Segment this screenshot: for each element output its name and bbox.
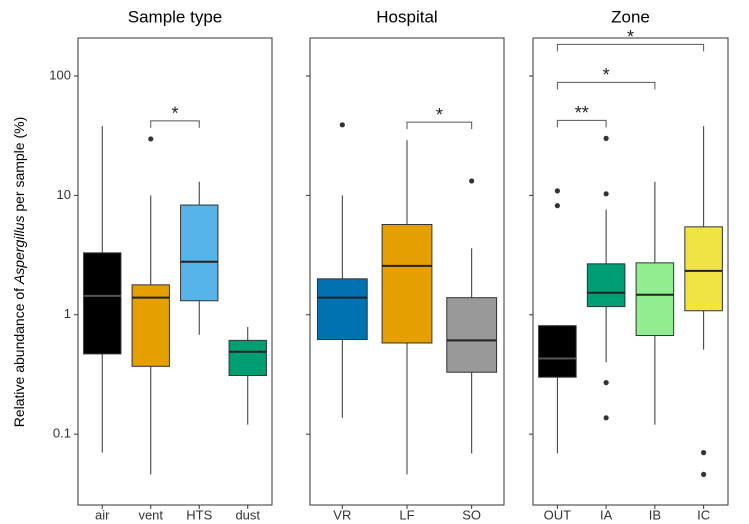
significance-label: *	[603, 65, 610, 85]
significance-bracket	[150, 120, 200, 128]
significance-bracket	[556, 119, 607, 128]
panel-frame	[77, 37, 273, 506]
x-tick-label: VR	[333, 507, 351, 522]
outlier	[148, 136, 154, 142]
box-body	[586, 263, 626, 308]
box-body	[180, 204, 219, 302]
y-tick-label: 100	[49, 67, 71, 82]
y-axis-label: Relative abundance of Aspergillus per sa…	[11, 117, 27, 428]
x-tick-label: vent	[138, 507, 163, 522]
significance-label: **	[575, 103, 589, 123]
box-body	[635, 262, 675, 337]
x-tick-label: IC	[697, 507, 710, 522]
box-body	[228, 339, 267, 376]
outlier	[603, 191, 609, 197]
x-tick-label: IB	[649, 507, 661, 522]
y-label-part: per sample (%)	[11, 117, 27, 216]
significance-label: *	[627, 27, 634, 47]
significance-bracket	[556, 81, 656, 90]
box-body	[381, 224, 433, 344]
box-body	[684, 226, 723, 312]
outlier	[339, 122, 345, 128]
y-tick-label: 1	[64, 306, 71, 321]
outlier	[554, 188, 560, 194]
y-label-part: Relative abundance of	[11, 284, 27, 427]
panel-title: Zone	[611, 7, 650, 26]
y-tick-label: 10	[57, 187, 71, 202]
outlier	[701, 471, 707, 478]
x-tick-label: dust	[235, 507, 260, 522]
x-tick-label: HTS	[186, 507, 212, 522]
outlier	[701, 450, 707, 456]
panel-title: Sample type	[128, 7, 223, 26]
box-body	[538, 325, 577, 378]
y-tick-label: 0.1	[53, 426, 71, 441]
box-body	[316, 278, 368, 341]
panel-title: Hospital	[376, 7, 437, 26]
significance-label: *	[436, 105, 443, 125]
box-body	[83, 252, 122, 355]
outlier	[603, 380, 609, 386]
x-tick-label: air	[95, 507, 110, 522]
x-tick-label: SO	[462, 507, 481, 522]
box-body	[446, 297, 498, 373]
outlier	[603, 135, 609, 142]
outlier	[469, 178, 475, 184]
significance-bracket	[556, 43, 705, 52]
outlier	[603, 415, 609, 421]
panel-frame	[532, 37, 729, 506]
x-tick-label: LF	[399, 507, 414, 522]
significance-label: *	[171, 104, 178, 124]
significance-bracket	[406, 121, 473, 130]
x-tick-label: OUT	[544, 507, 572, 522]
x-tick-label: IA	[600, 507, 613, 522]
y-label-part: Aspergillus	[11, 216, 27, 285]
outlier	[554, 203, 560, 209]
